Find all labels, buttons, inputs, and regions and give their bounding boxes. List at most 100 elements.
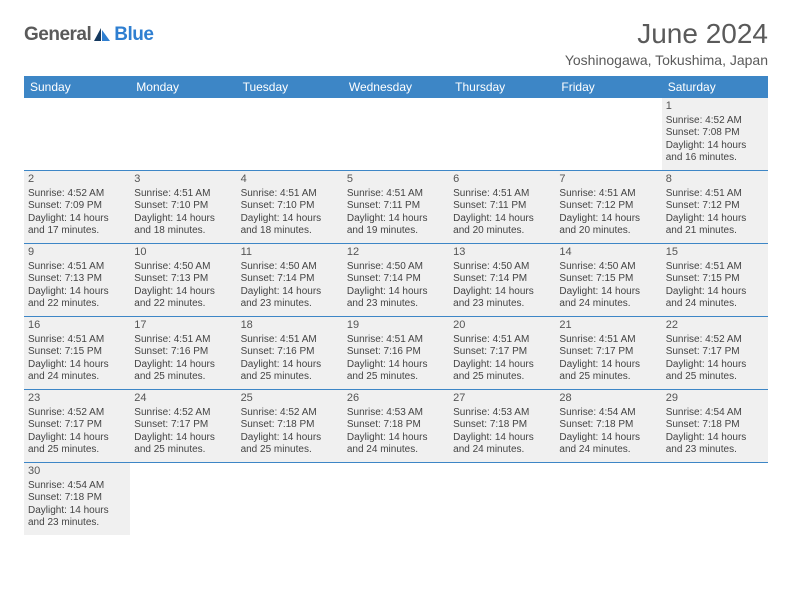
logo-text-general: General xyxy=(24,24,91,46)
page: General Blue June 2024 Yoshinogawa, Toku… xyxy=(0,0,792,553)
daylight-line: Daylight: 14 hours and 25 minutes. xyxy=(347,359,445,384)
sunset-line: Sunset: 7:15 PM xyxy=(559,273,657,286)
sunset-line: Sunset: 7:14 PM xyxy=(347,273,445,286)
day-cell: 13Sunrise: 4:50 AMSunset: 7:14 PMDayligh… xyxy=(449,244,555,316)
logo-text-blue: Blue xyxy=(114,24,153,46)
day-cell xyxy=(237,98,343,170)
sunset-line: Sunset: 7:18 PM xyxy=(453,419,551,432)
sunrise-line: Sunrise: 4:50 AM xyxy=(347,261,445,274)
sunset-line: Sunset: 7:15 PM xyxy=(28,346,126,359)
day-number: 5 xyxy=(347,173,445,187)
day-cell xyxy=(130,463,236,535)
sunrise-line: Sunrise: 4:51 AM xyxy=(666,188,764,201)
sunrise-line: Sunrise: 4:51 AM xyxy=(453,188,551,201)
sunset-line: Sunset: 7:11 PM xyxy=(453,200,551,213)
sunrise-line: Sunrise: 4:52 AM xyxy=(28,407,126,420)
sunset-line: Sunset: 7:17 PM xyxy=(134,419,232,432)
day-number: 7 xyxy=(559,173,657,187)
day-cell xyxy=(343,463,449,535)
day-number: 26 xyxy=(347,392,445,406)
day-number: 9 xyxy=(28,246,126,260)
sunrise-line: Sunrise: 4:51 AM xyxy=(241,188,339,201)
day-cell: 28Sunrise: 4:54 AMSunset: 7:18 PMDayligh… xyxy=(555,390,661,462)
sunset-line: Sunset: 7:08 PM xyxy=(666,127,764,140)
day-cell: 30Sunrise: 4:54 AMSunset: 7:18 PMDayligh… xyxy=(24,463,130,535)
sunrise-line: Sunrise: 4:52 AM xyxy=(134,407,232,420)
day-cell: 20Sunrise: 4:51 AMSunset: 7:17 PMDayligh… xyxy=(449,317,555,389)
sunset-line: Sunset: 7:15 PM xyxy=(666,273,764,286)
daylight-line: Daylight: 14 hours and 18 minutes. xyxy=(241,213,339,238)
daylight-line: Daylight: 14 hours and 25 minutes. xyxy=(453,359,551,384)
day-number: 29 xyxy=(666,392,764,406)
day-number: 13 xyxy=(453,246,551,260)
sunset-line: Sunset: 7:14 PM xyxy=(241,273,339,286)
day-number: 18 xyxy=(241,319,339,333)
sunrise-line: Sunrise: 4:51 AM xyxy=(559,188,657,201)
day-number: 27 xyxy=(453,392,551,406)
day-cell: 17Sunrise: 4:51 AMSunset: 7:16 PMDayligh… xyxy=(130,317,236,389)
sunrise-line: Sunrise: 4:51 AM xyxy=(347,188,445,201)
day-cell: 15Sunrise: 4:51 AMSunset: 7:15 PMDayligh… xyxy=(662,244,768,316)
day-number: 10 xyxy=(134,246,232,260)
daylight-line: Daylight: 14 hours and 24 minutes. xyxy=(453,432,551,457)
daylight-line: Daylight: 14 hours and 23 minutes. xyxy=(666,432,764,457)
week-row: 16Sunrise: 4:51 AMSunset: 7:15 PMDayligh… xyxy=(24,317,768,390)
day-cell: 29Sunrise: 4:54 AMSunset: 7:18 PMDayligh… xyxy=(662,390,768,462)
day-cell: 11Sunrise: 4:50 AMSunset: 7:14 PMDayligh… xyxy=(237,244,343,316)
day-cell xyxy=(555,463,661,535)
day-cell: 7Sunrise: 4:51 AMSunset: 7:12 PMDaylight… xyxy=(555,171,661,243)
sunset-line: Sunset: 7:18 PM xyxy=(347,419,445,432)
daylight-line: Daylight: 14 hours and 24 minutes. xyxy=(347,432,445,457)
day-number: 28 xyxy=(559,392,657,406)
daylight-line: Daylight: 14 hours and 21 minutes. xyxy=(666,213,764,238)
day-number: 14 xyxy=(559,246,657,260)
sunset-line: Sunset: 7:16 PM xyxy=(134,346,232,359)
daylight-line: Daylight: 14 hours and 25 minutes. xyxy=(666,359,764,384)
day-cell: 25Sunrise: 4:52 AMSunset: 7:18 PMDayligh… xyxy=(237,390,343,462)
daylight-line: Daylight: 14 hours and 24 minutes. xyxy=(559,432,657,457)
day-number: 15 xyxy=(666,246,764,260)
daylight-line: Daylight: 14 hours and 25 minutes. xyxy=(134,432,232,457)
day-cell: 1Sunrise: 4:52 AMSunset: 7:08 PMDaylight… xyxy=(662,98,768,170)
sunrise-line: Sunrise: 4:51 AM xyxy=(28,334,126,347)
day-number: 16 xyxy=(28,319,126,333)
day-number: 22 xyxy=(666,319,764,333)
day-cell: 27Sunrise: 4:53 AMSunset: 7:18 PMDayligh… xyxy=(449,390,555,462)
sunrise-line: Sunrise: 4:54 AM xyxy=(28,480,126,493)
daylight-line: Daylight: 14 hours and 22 minutes. xyxy=(28,286,126,311)
week-row: 9Sunrise: 4:51 AMSunset: 7:13 PMDaylight… xyxy=(24,244,768,317)
sunset-line: Sunset: 7:16 PM xyxy=(241,346,339,359)
day-number: 12 xyxy=(347,246,445,260)
day-cell: 24Sunrise: 4:52 AMSunset: 7:17 PMDayligh… xyxy=(130,390,236,462)
sunrise-line: Sunrise: 4:50 AM xyxy=(559,261,657,274)
sunrise-line: Sunrise: 4:50 AM xyxy=(241,261,339,274)
day-number: 17 xyxy=(134,319,232,333)
logo: General Blue xyxy=(24,18,153,46)
sunrise-line: Sunrise: 4:51 AM xyxy=(453,334,551,347)
sunset-line: Sunset: 7:18 PM xyxy=(559,419,657,432)
sunrise-line: Sunrise: 4:50 AM xyxy=(134,261,232,274)
day-number: 23 xyxy=(28,392,126,406)
sunset-line: Sunset: 7:10 PM xyxy=(241,200,339,213)
day-cell: 12Sunrise: 4:50 AMSunset: 7:14 PMDayligh… xyxy=(343,244,449,316)
day-number: 19 xyxy=(347,319,445,333)
sunset-line: Sunset: 7:09 PM xyxy=(28,200,126,213)
daylight-line: Daylight: 14 hours and 25 minutes. xyxy=(241,432,339,457)
day-cell: 16Sunrise: 4:51 AMSunset: 7:15 PMDayligh… xyxy=(24,317,130,389)
day-cell: 4Sunrise: 4:51 AMSunset: 7:10 PMDaylight… xyxy=(237,171,343,243)
daylight-line: Daylight: 14 hours and 24 minutes. xyxy=(666,286,764,311)
title-block: June 2024 Yoshinogawa, Tokushima, Japan xyxy=(565,18,768,68)
daylight-line: Daylight: 14 hours and 20 minutes. xyxy=(559,213,657,238)
day-cell: 5Sunrise: 4:51 AMSunset: 7:11 PMDaylight… xyxy=(343,171,449,243)
day-number: 20 xyxy=(453,319,551,333)
day-number: 4 xyxy=(241,173,339,187)
sunset-line: Sunset: 7:14 PM xyxy=(453,273,551,286)
sunrise-line: Sunrise: 4:52 AM xyxy=(666,115,764,128)
day-cell: 3Sunrise: 4:51 AMSunset: 7:10 PMDaylight… xyxy=(130,171,236,243)
day-cell xyxy=(343,98,449,170)
daylight-line: Daylight: 14 hours and 17 minutes. xyxy=(28,213,126,238)
daylight-line: Daylight: 14 hours and 16 minutes. xyxy=(666,140,764,165)
day-number: 21 xyxy=(559,319,657,333)
calendar: SundayMondayTuesdayWednesdayThursdayFrid… xyxy=(24,76,768,535)
sunrise-line: Sunrise: 4:51 AM xyxy=(241,334,339,347)
